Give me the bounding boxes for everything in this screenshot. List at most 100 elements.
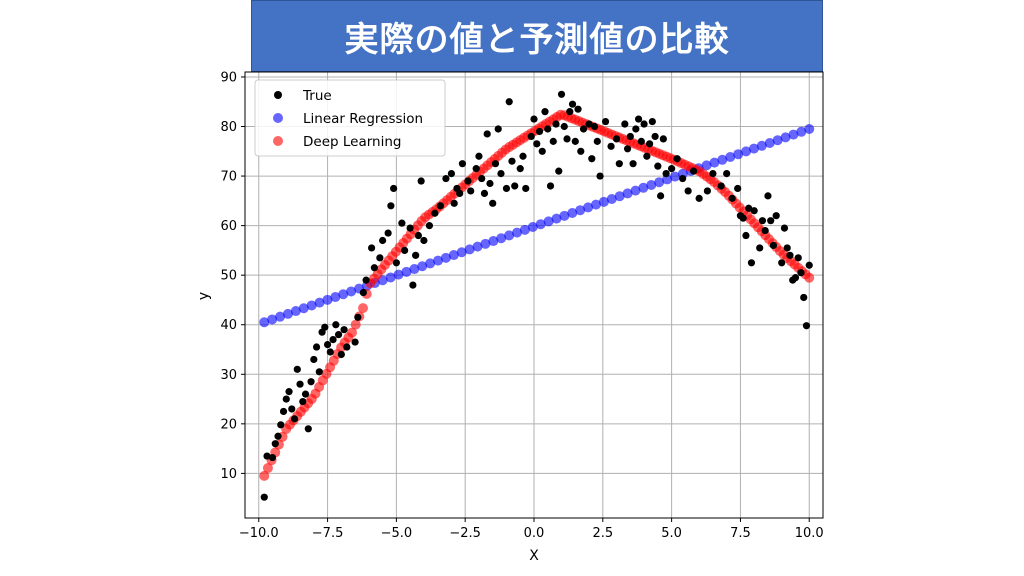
true-point bbox=[629, 160, 637, 168]
true-point bbox=[304, 425, 312, 433]
linear-regression-point bbox=[638, 182, 649, 193]
true-point bbox=[502, 184, 511, 193]
true-point bbox=[527, 132, 535, 141]
true-point bbox=[505, 98, 513, 106]
true-point bbox=[552, 120, 560, 128]
linear-regression-point bbox=[504, 230, 515, 241]
legend-box bbox=[254, 79, 446, 157]
true-point bbox=[480, 189, 489, 198]
true-point bbox=[516, 165, 524, 173]
linear-regression-point bbox=[543, 216, 554, 227]
linear-regression-point bbox=[590, 199, 601, 210]
true-point bbox=[574, 105, 582, 113]
linear-regression-point bbox=[512, 227, 523, 238]
x-tick-label: 7.5 bbox=[730, 526, 751, 541]
true-point bbox=[690, 167, 698, 175]
true-point bbox=[709, 169, 717, 178]
true-point bbox=[321, 323, 329, 331]
true-point bbox=[637, 137, 645, 145]
linear-regression-point bbox=[748, 143, 759, 154]
true-point bbox=[398, 219, 406, 227]
true-point bbox=[802, 322, 811, 330]
true-point bbox=[334, 331, 343, 339]
true-point bbox=[299, 397, 307, 406]
true-point bbox=[632, 125, 640, 133]
linear-regression-point bbox=[654, 177, 665, 188]
true-point bbox=[401, 246, 409, 254]
true-point bbox=[458, 160, 467, 168]
true-point bbox=[412, 251, 420, 259]
x-tick-label: −10.0 bbox=[239, 526, 279, 541]
linear-regression-point bbox=[717, 154, 728, 165]
true-point bbox=[615, 160, 623, 168]
linear-regression-point bbox=[488, 236, 499, 247]
true-point bbox=[742, 231, 750, 240]
linear-regression-point bbox=[598, 196, 609, 207]
true-point bbox=[797, 269, 805, 277]
linear-regression-point bbox=[393, 269, 404, 280]
y-tick-label: 50 bbox=[220, 269, 237, 284]
true-point bbox=[450, 199, 458, 207]
linear-regression-point bbox=[764, 137, 775, 148]
true-point bbox=[274, 432, 282, 440]
true-point bbox=[657, 192, 665, 200]
true-point bbox=[626, 132, 634, 141]
true-point bbox=[390, 184, 398, 193]
chart-title: 実際の値と予測値の比較 bbox=[344, 19, 730, 60]
true-point bbox=[772, 212, 780, 220]
true-point bbox=[747, 259, 756, 267]
true-point bbox=[654, 162, 662, 170]
y-tick-label: 10 bbox=[220, 467, 237, 482]
true-point bbox=[511, 182, 519, 190]
true-point bbox=[590, 122, 599, 131]
true-point bbox=[646, 140, 654, 148]
linear-regression-point bbox=[796, 126, 807, 137]
x-tick-label: −5.0 bbox=[381, 526, 413, 541]
deep-learning-point bbox=[259, 470, 270, 481]
true-point bbox=[555, 167, 563, 175]
true-point bbox=[406, 224, 414, 232]
true-point bbox=[271, 440, 279, 448]
y-tick-label: 60 bbox=[220, 219, 237, 234]
true-point bbox=[566, 108, 574, 116]
linear-regression-point bbox=[385, 272, 396, 283]
linear-regression-point bbox=[298, 303, 309, 314]
true-point bbox=[472, 165, 480, 173]
series-true bbox=[260, 90, 813, 501]
linear-regression-point bbox=[290, 306, 301, 317]
true-point bbox=[343, 343, 351, 351]
true-point bbox=[577, 147, 585, 155]
linear-regression-point bbox=[472, 241, 483, 252]
true-point bbox=[362, 276, 370, 284]
true-point bbox=[717, 182, 725, 190]
true-point bbox=[764, 192, 772, 200]
true-point bbox=[329, 336, 337, 344]
linear-regression-point bbox=[575, 205, 586, 216]
true-point bbox=[546, 182, 555, 190]
true-point bbox=[483, 130, 491, 138]
x-axis-label: X bbox=[529, 548, 539, 564]
true-point bbox=[307, 378, 315, 386]
linear-regression-point bbox=[480, 238, 491, 249]
true-point bbox=[285, 388, 293, 396]
true-point bbox=[588, 155, 596, 163]
series-linear-regression bbox=[259, 123, 815, 328]
true-point bbox=[425, 222, 434, 230]
y-axis-label: y bbox=[196, 292, 212, 300]
true-point bbox=[491, 160, 500, 168]
linear-regression-point bbox=[433, 255, 444, 266]
true-point bbox=[634, 115, 643, 123]
linear-regression-point bbox=[496, 233, 507, 244]
deep-learning-point bbox=[347, 327, 358, 338]
true-point bbox=[497, 169, 505, 178]
true-point bbox=[767, 217, 775, 225]
linear-regression-point bbox=[756, 140, 767, 151]
legend-marker-true bbox=[274, 91, 282, 99]
true-point bbox=[734, 184, 742, 193]
linear-regression-point bbox=[701, 160, 712, 171]
true-point bbox=[420, 236, 428, 245]
true-point bbox=[376, 254, 384, 262]
true-point bbox=[745, 204, 753, 212]
linear-regression-point bbox=[741, 146, 752, 157]
